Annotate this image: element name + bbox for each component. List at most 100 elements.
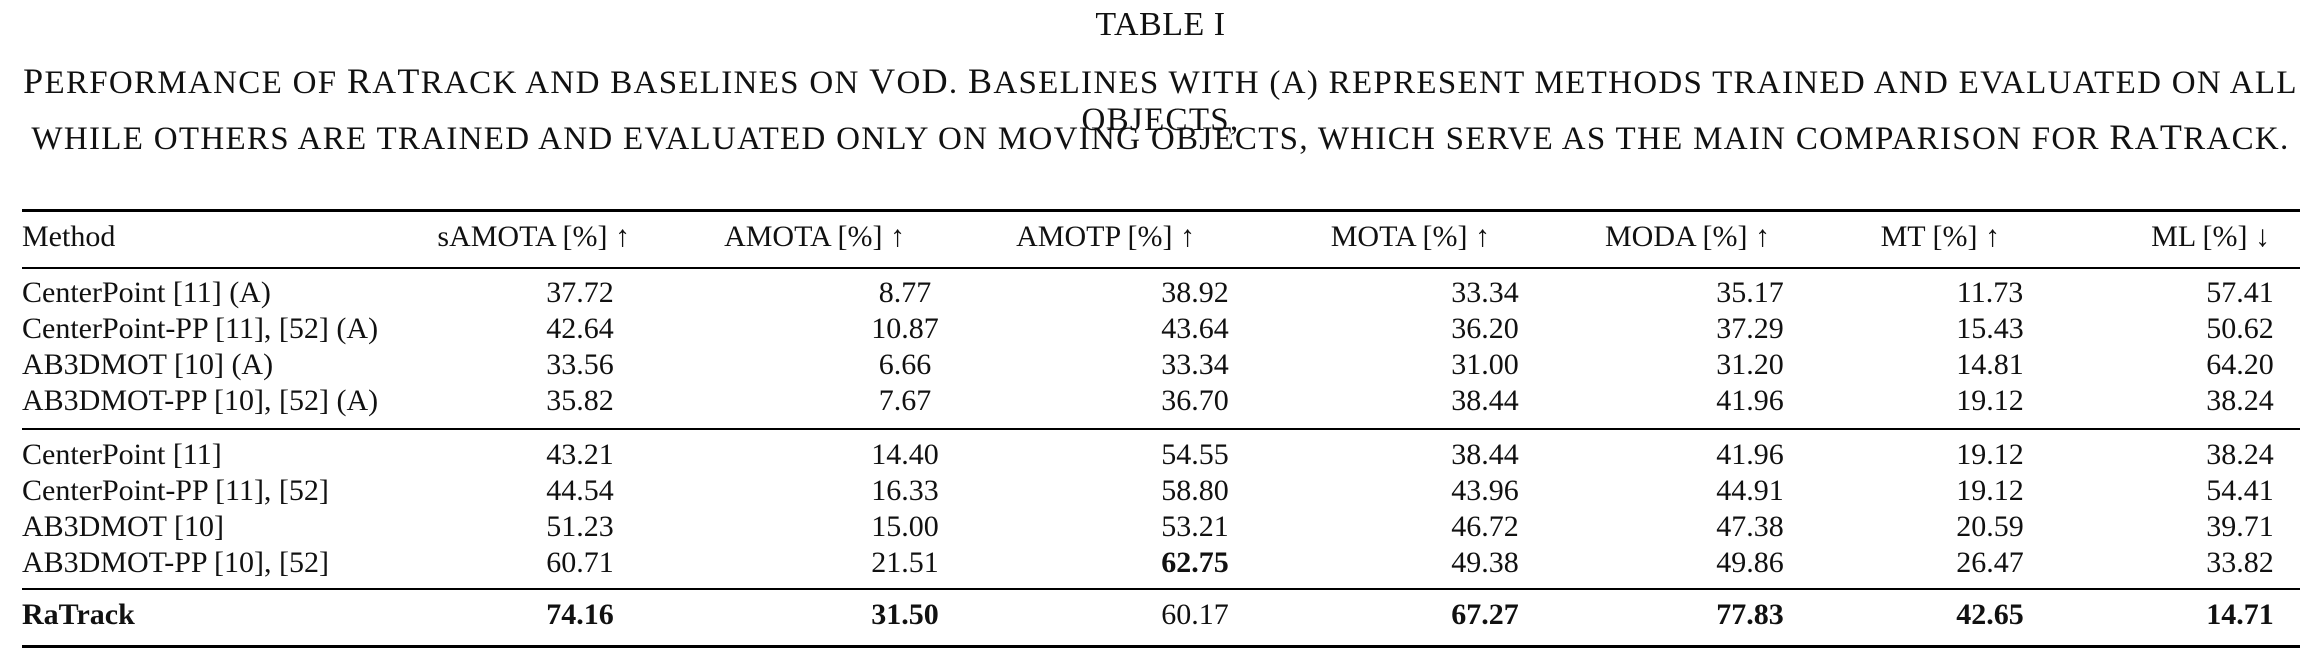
metric-value-cell: 38.24: [2206, 384, 2274, 417]
caption-segment: D: [921, 61, 949, 101]
metric-value-cell: 14.81: [1956, 348, 2024, 381]
caption-segment: R: [2109, 117, 2135, 157]
header-metric: sAMOTA [%] ↑: [437, 220, 630, 253]
metric-value-cell: 60.17: [1161, 598, 1229, 631]
metric-value-cell: 33.82: [2206, 546, 2274, 579]
metric-value-cell: 37.72: [546, 276, 614, 309]
metric-value-cell: 8.77: [878, 276, 932, 309]
metric-value-cell: 36.70: [1161, 384, 1229, 417]
header-metric: ML [%] ↓: [2151, 220, 2270, 253]
metric-value-cell: 41.96: [1716, 438, 1784, 471]
metric-value-cell: 57.41: [2206, 276, 2274, 309]
method-name-cell: CenterPoint [11]: [22, 438, 222, 471]
header-metric: AMOTA [%] ↑: [724, 220, 905, 253]
metric-value-cell: 15.00: [871, 510, 939, 543]
metric-value-cell: 35.82: [546, 384, 614, 417]
metric-value-cell: 14.40: [871, 438, 939, 471]
table-rule: [22, 645, 2300, 648]
metric-value-cell: 33.56: [546, 348, 614, 381]
table-rule: [22, 428, 2300, 430]
metric-value-cell: 54.41: [2206, 474, 2274, 507]
metric-value-cell: 42.65: [1956, 598, 2024, 631]
header-metric: MT [%] ↑: [1880, 220, 2000, 253]
metric-value-cell: 62.75: [1161, 546, 1229, 579]
metric-value-cell: 33.34: [1161, 348, 1229, 381]
metric-value-cell: 20.59: [1956, 510, 2024, 543]
method-name-cell: AB3DMOT-PP [10], [52] (A): [22, 384, 379, 417]
caption-segment: T: [397, 61, 421, 101]
metric-value-cell: 14.71: [2206, 598, 2274, 631]
metric-value-cell: 33.34: [1451, 276, 1519, 309]
metric-value-cell: 6.66: [878, 348, 932, 381]
metric-value-cell: 50.62: [2206, 312, 2274, 345]
metric-value-cell: 7.67: [878, 384, 932, 417]
metric-value-cell: 31.00: [1451, 348, 1519, 381]
header-metric: AMOTP [%] ↑: [1016, 220, 1195, 253]
header-metric: MOTA [%] ↑: [1330, 220, 1490, 253]
method-name-cell: AB3DMOT-PP [10], [52]: [22, 546, 329, 579]
metric-value-cell: 15.43: [1956, 312, 2024, 345]
caption-segment: .: [948, 65, 969, 101]
metric-value-cell: 44.54: [546, 474, 614, 507]
header-method: Method: [22, 220, 116, 253]
metric-value-cell: 42.64: [546, 312, 614, 345]
metric-value-cell: 21.51: [871, 546, 939, 579]
method-name-cell: RaTrack: [22, 598, 135, 631]
table-number: TABLE I: [1095, 6, 1226, 43]
metric-value-cell: 43.21: [546, 438, 614, 471]
table-caption-line-2: WHILE OTHERS ARE TRAINED AND EVALUATED O…: [20, 116, 2301, 158]
caption-segment: O: [896, 65, 922, 101]
metric-value-cell: 49.86: [1716, 546, 1784, 579]
header-metric: MODA [%] ↑: [1605, 220, 1770, 253]
metric-value-cell: 44.91: [1716, 474, 1784, 507]
metric-value-cell: 16.33: [871, 474, 939, 507]
metric-value-cell: 38.44: [1451, 384, 1519, 417]
metric-value-cell: 47.38: [1716, 510, 1784, 543]
caption-segment: B: [968, 61, 994, 101]
metric-value-cell: 54.55: [1161, 438, 1229, 471]
metric-value-cell: 60.71: [546, 546, 614, 579]
caption-segment: RACK.: [2183, 121, 2290, 157]
metric-value-cell: 77.83: [1716, 598, 1784, 631]
table-rule: [22, 267, 2300, 269]
caption-segment: WHILE OTHERS ARE TRAINED AND EVALUATED O…: [31, 121, 2110, 157]
metric-value-cell: 43.64: [1161, 312, 1229, 345]
caption-segment: RACK AND BASELINES ON: [420, 65, 870, 101]
metric-value-cell: 74.16: [546, 598, 614, 631]
caption-segment: ERFORMANCE OF: [44, 65, 347, 101]
metric-value-cell: 37.29: [1716, 312, 1784, 345]
metric-value-cell: 51.23: [546, 510, 614, 543]
metric-value-cell: 31.20: [1716, 348, 1784, 381]
method-name-cell: CenterPoint [11] (A): [22, 276, 271, 309]
metric-value-cell: 67.27: [1451, 598, 1519, 631]
metric-value-cell: 38.92: [1161, 276, 1229, 309]
metric-value-cell: 53.21: [1161, 510, 1229, 543]
metric-value-cell: 35.17: [1716, 276, 1784, 309]
caption-segment: A: [2134, 121, 2160, 157]
metric-value-cell: 39.71: [2206, 510, 2274, 543]
caption-segment: ASELINES WITH (A) REPRESENT METHODS TRAI…: [993, 65, 2298, 138]
metric-value-cell: 38.44: [1451, 438, 1519, 471]
table-rule: [22, 588, 2300, 590]
metric-value-cell: 26.47: [1956, 546, 2024, 579]
metric-value-cell: 64.20: [2206, 348, 2274, 381]
metric-value-cell: 19.12: [1956, 438, 2024, 471]
metric-value-cell: 36.20: [1451, 312, 1519, 345]
caption-segment: V: [869, 61, 897, 101]
metric-value-cell: 11.73: [1956, 276, 2024, 309]
metric-value-cell: 19.12: [1956, 384, 2024, 417]
metric-value-cell: 19.12: [1956, 474, 2024, 507]
caption-segment: T: [2159, 117, 2184, 157]
metric-value-cell: 46.72: [1451, 510, 1519, 543]
method-name-cell: CenterPoint-PP [11], [52] (A): [22, 312, 379, 345]
metric-value-cell: 58.80: [1161, 474, 1229, 507]
metric-value-cell: 31.50: [871, 598, 939, 631]
caption-segment: R: [346, 61, 373, 101]
metric-value-cell: 38.24: [2206, 438, 2274, 471]
method-name-cell: AB3DMOT [10]: [22, 510, 224, 543]
metric-value-cell: 10.87: [871, 312, 939, 345]
metric-value-cell: 41.96: [1716, 384, 1784, 417]
table-rule: [22, 209, 2300, 212]
caption-segment: A: [372, 65, 398, 101]
method-name-cell: AB3DMOT [10] (A): [22, 348, 274, 381]
